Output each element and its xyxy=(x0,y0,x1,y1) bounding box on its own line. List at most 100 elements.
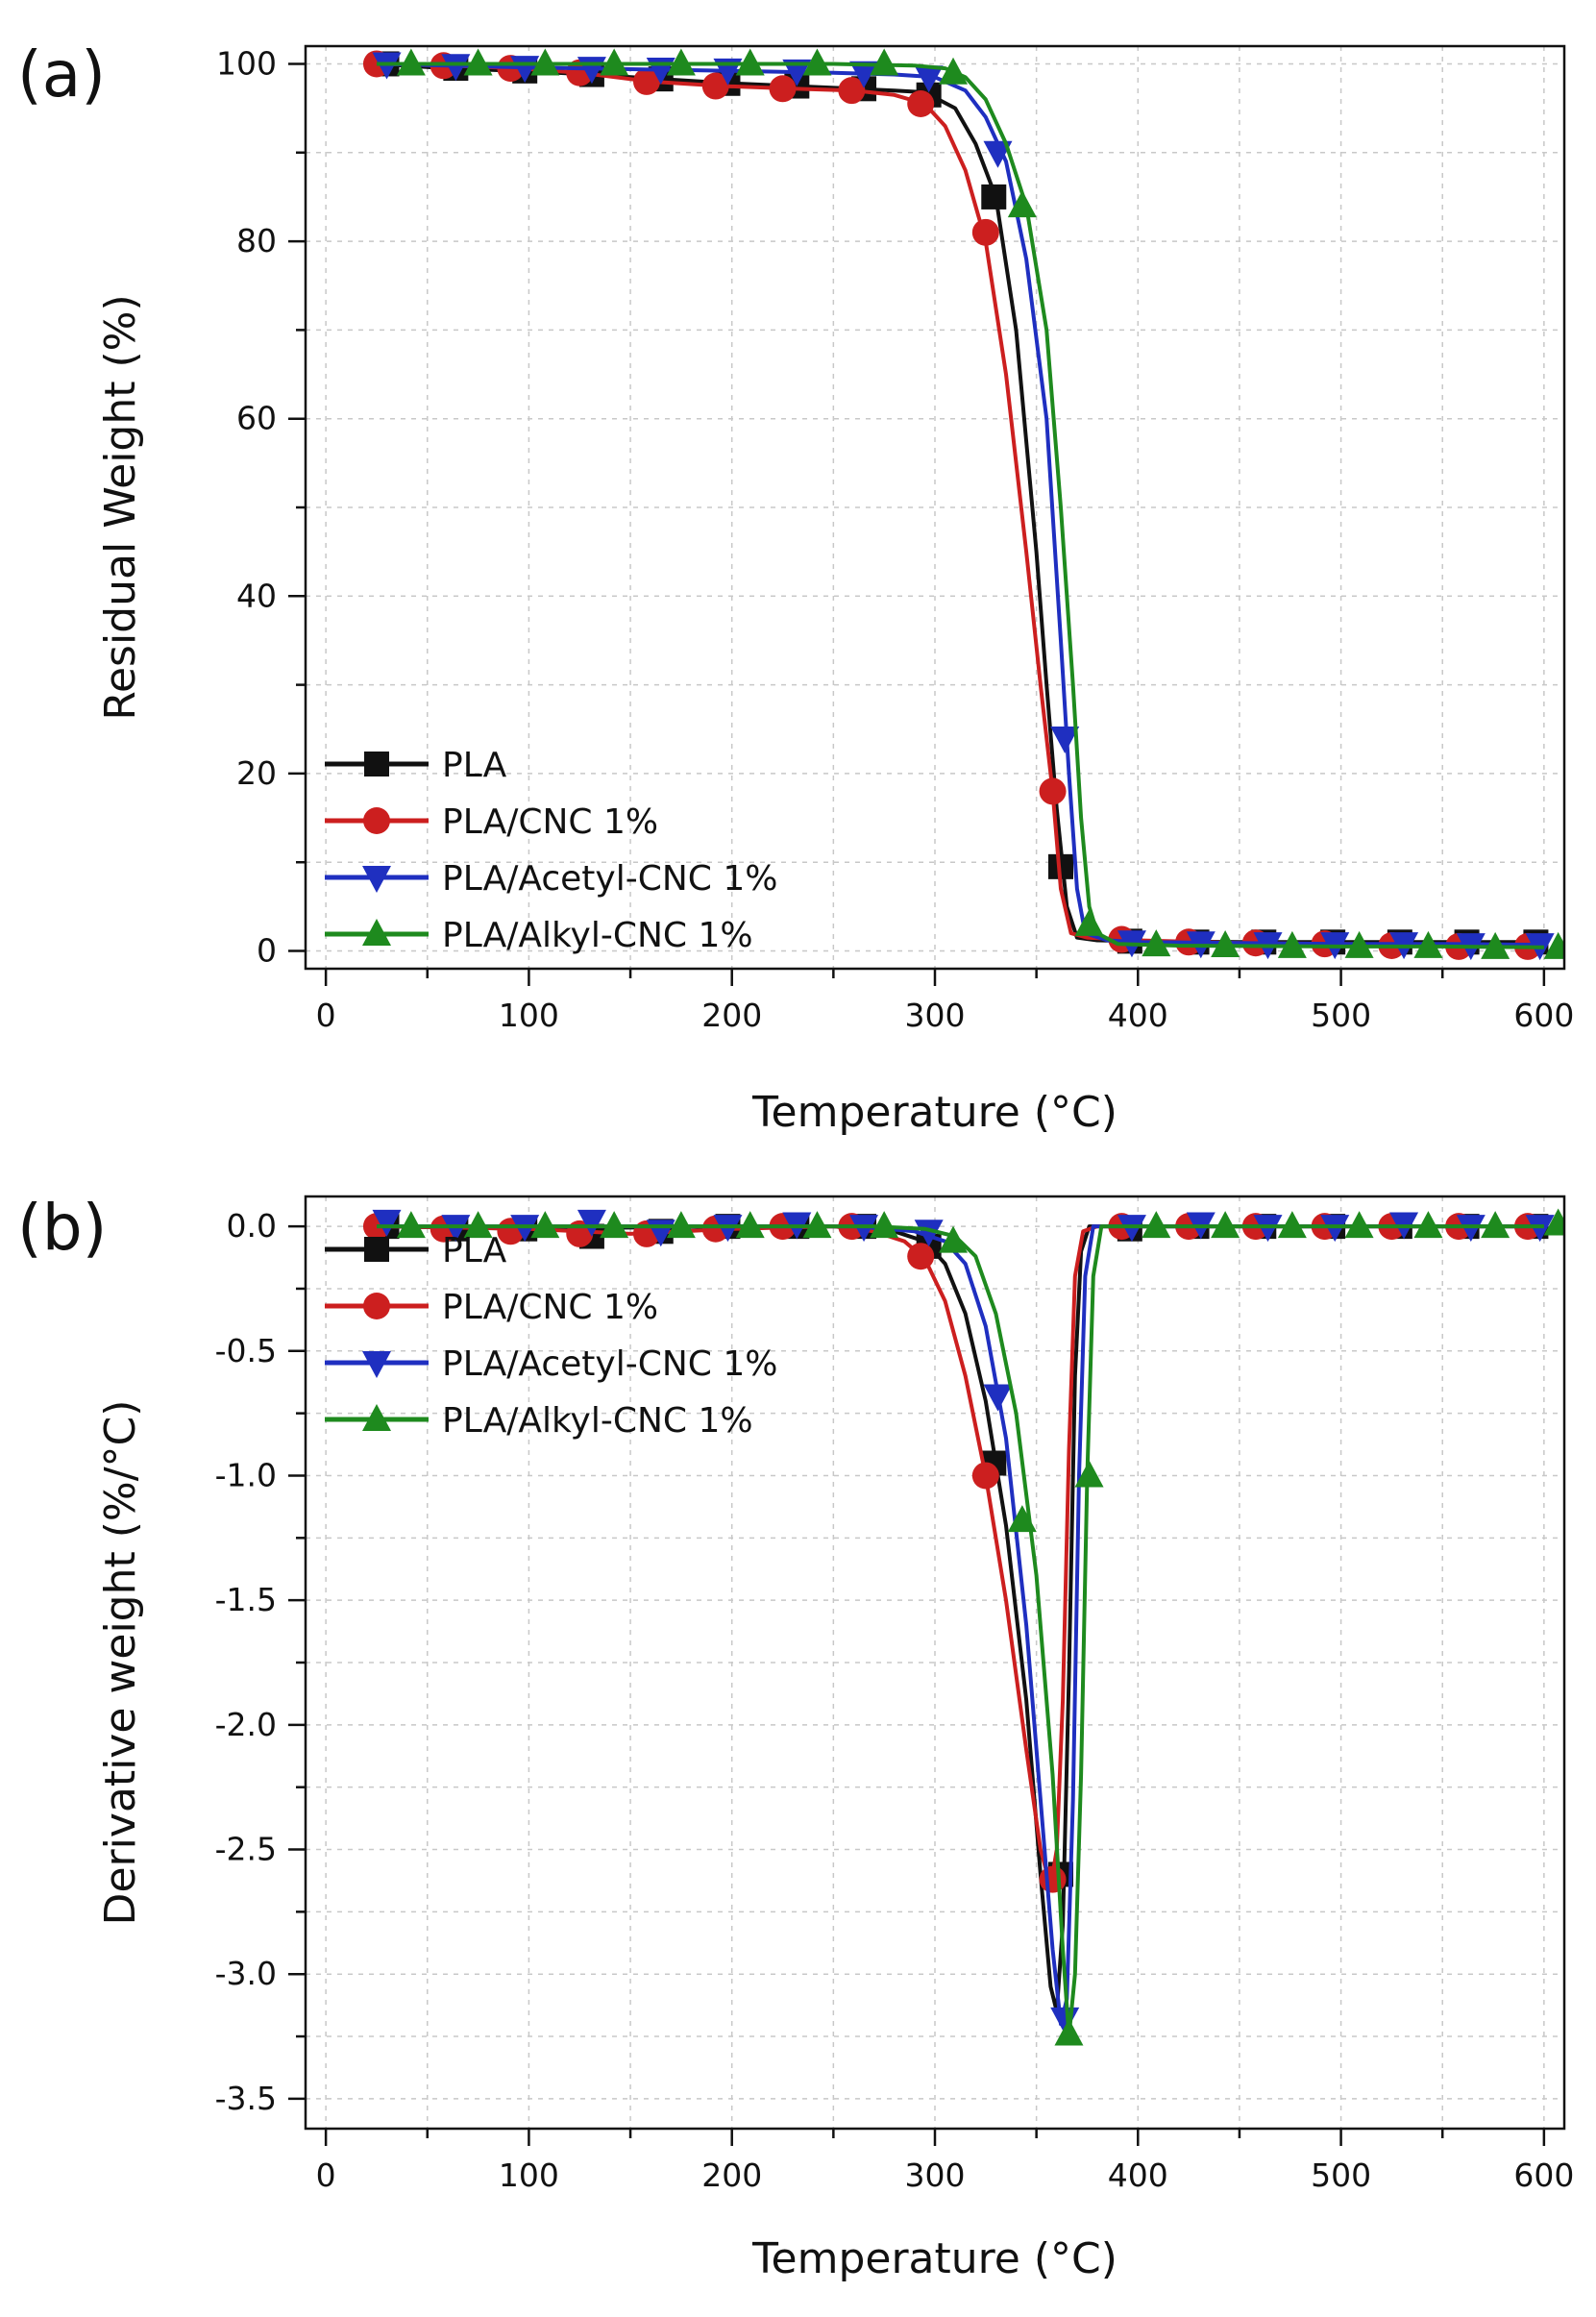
legend-item: PLA/Alkyl-CNC 1% xyxy=(325,1401,753,1441)
data-point-1 xyxy=(907,1243,935,1270)
x-tick-label: 100 xyxy=(499,2157,559,2194)
legend-label: PLA xyxy=(442,1231,507,1270)
series-group xyxy=(362,48,1564,961)
data-point-1 xyxy=(838,77,866,105)
legend-item: PLA/Acetyl-CNC 1% xyxy=(325,859,777,899)
data-point-3 xyxy=(530,1211,560,1239)
data-point-2 xyxy=(1320,1215,1350,1243)
x-tick-label: 200 xyxy=(701,997,762,1034)
x-tick-label: 600 xyxy=(1513,2157,1574,2194)
data-point-3 xyxy=(1543,1208,1564,1236)
x-tick-label: 400 xyxy=(1108,2157,1168,2194)
legend: PLA PLA/CNC 1% PLA/Acetyl-CNC 1% PLA/Alkyl-… xyxy=(325,746,777,955)
data-point-3 xyxy=(1481,931,1510,959)
data-point-3 xyxy=(666,48,696,76)
y-axis-title: Residual Weight (%) xyxy=(96,294,145,720)
data-point-3 xyxy=(1543,931,1564,959)
data-point-1 xyxy=(701,72,729,100)
legend-label: PLA xyxy=(442,746,507,785)
series-group xyxy=(362,1208,1564,2046)
data-point-3 xyxy=(939,57,969,85)
legend-item: PLA/CNC 1% xyxy=(325,802,658,842)
data-point-3 xyxy=(802,1211,832,1239)
grid xyxy=(306,1196,1564,2129)
data-point-3 xyxy=(1142,929,1171,957)
data-point-2 xyxy=(1525,1215,1555,1243)
legend-label: PLA/Acetyl-CNC 1% xyxy=(442,859,777,899)
x-tick-label: 0 xyxy=(316,2157,336,2194)
data-point-0 xyxy=(981,184,1007,210)
chart-panel-b: 0 100 200 300 400 500 600 0.0 -0.5 -1.0 -1.5 -2.0 -2… xyxy=(17,1191,1574,2283)
data-point-3 xyxy=(939,1225,969,1253)
data-point-2 xyxy=(983,140,1013,168)
data-point-3 xyxy=(1074,1460,1104,1488)
y-tick-label: 100 xyxy=(216,44,277,82)
data-point-2 xyxy=(577,1209,606,1237)
legend-marker xyxy=(363,1293,390,1319)
legend-item: PLA/Alkyl-CNC 1% xyxy=(325,916,753,955)
x-axis-title: Temperature (°C) xyxy=(751,2234,1117,2283)
y-tick-label: 40 xyxy=(236,577,277,614)
data-point-2 xyxy=(849,61,879,88)
y-tick-label: -2.0 xyxy=(215,1706,277,1743)
data-point-2 xyxy=(1117,1215,1146,1243)
data-point-2 xyxy=(441,1215,471,1243)
legend-marker xyxy=(362,919,391,946)
y-tick-label: -1.5 xyxy=(215,1581,277,1618)
data-point-3 xyxy=(666,1211,696,1239)
y-tick-label: -1.0 xyxy=(215,1456,277,1493)
legend-marker xyxy=(364,1237,389,1262)
legend-label: PLA/CNC 1% xyxy=(442,802,658,842)
data-point-2 xyxy=(713,1215,743,1243)
data-point-1 xyxy=(769,75,797,103)
data-point-3 xyxy=(600,48,629,76)
x-tick-label: 100 xyxy=(499,997,559,1034)
data-point-3 xyxy=(735,48,765,76)
y-tick-label: 0 xyxy=(257,932,277,970)
y-tick-label: 60 xyxy=(236,400,277,437)
data-point-3 xyxy=(1007,1505,1037,1533)
legend-label: PLA/CNC 1% xyxy=(442,1288,658,1327)
data-point-2 xyxy=(983,1384,1013,1412)
legend-label: PLA/Alkyl-CNC 1% xyxy=(442,916,753,955)
legend-item: PLA xyxy=(325,746,507,785)
legend-marker xyxy=(364,752,389,776)
legend-marker xyxy=(362,1351,391,1378)
x-tick-label: 300 xyxy=(905,2157,966,2194)
x-tick-label: 300 xyxy=(905,997,966,1034)
x-tick-label: 500 xyxy=(1311,997,1371,1034)
data-point-3 xyxy=(1007,190,1037,218)
legend-marker xyxy=(363,807,390,834)
series-line-2 xyxy=(376,62,1544,948)
data-point-3 xyxy=(1344,930,1374,958)
data-point-3 xyxy=(1142,1211,1171,1239)
data-point-3 xyxy=(1211,930,1240,957)
data-point-2 xyxy=(510,1215,540,1243)
data-point-3 xyxy=(1054,2018,1084,2046)
y-tick-label: -3.0 xyxy=(215,1955,277,1992)
y-tick-label: 80 xyxy=(236,222,277,259)
data-point-3 xyxy=(1277,1211,1307,1239)
data-point-3 xyxy=(600,1211,629,1239)
data-point-3 xyxy=(396,48,426,76)
data-point-3 xyxy=(1481,1211,1510,1239)
data-point-2 xyxy=(1253,1215,1283,1243)
legend-marker xyxy=(362,866,391,893)
data-point-2 xyxy=(441,54,471,82)
data-point-3 xyxy=(870,1211,899,1239)
data-point-3 xyxy=(1413,930,1443,958)
data-point-3 xyxy=(802,48,832,76)
legend-item: PLA/CNC 1% xyxy=(325,1288,658,1327)
data-point-3 xyxy=(1074,908,1104,936)
data-point-1 xyxy=(907,90,935,117)
data-point-3 xyxy=(463,48,493,76)
y-tick-label: -2.5 xyxy=(215,1831,277,1868)
panel-label: (a) xyxy=(17,37,106,111)
x-tick-label: 500 xyxy=(1311,2157,1371,2194)
data-point-3 xyxy=(1344,1211,1374,1239)
data-point-2 xyxy=(372,1209,402,1237)
y-tick-label: 0.0 xyxy=(227,1207,277,1245)
data-point-1 xyxy=(971,218,999,246)
data-point-1 xyxy=(1039,777,1067,805)
